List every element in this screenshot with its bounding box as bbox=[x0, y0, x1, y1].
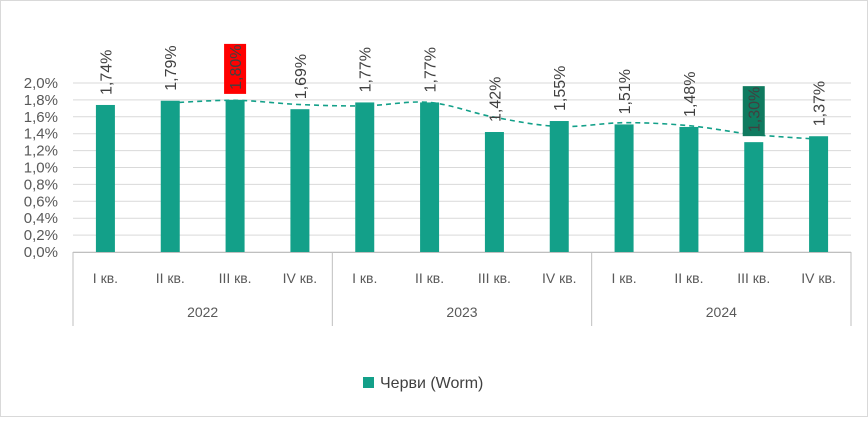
data-label: 1,48% bbox=[682, 72, 699, 117]
bar bbox=[614, 124, 634, 252]
x-tick-label: II кв. bbox=[156, 270, 185, 286]
x-axis: I кв. II кв. III кв. IV кв. I кв. II кв. III к… bbox=[72, 252, 852, 326]
y-tick-label: 1,0% bbox=[24, 160, 58, 177]
x-tick-label: III кв. bbox=[737, 270, 770, 286]
data-label-highlight bbox=[224, 43, 247, 94]
y-tick-label: 1,2% bbox=[24, 143, 58, 160]
data-label: 1,74% bbox=[98, 50, 115, 95]
y-axis: 0,0%0,2%0,4%0,6%0,8%1,0%1,2%1,4%1,6%1,8%… bbox=[24, 75, 58, 261]
data-label: 1,79% bbox=[163, 45, 180, 90]
y-tick-label: 0,6% bbox=[24, 193, 58, 210]
y-tick-label: 2,0% bbox=[24, 75, 58, 92]
bars bbox=[95, 99, 829, 253]
data-label-highlight bbox=[742, 86, 765, 137]
group-label: 2024 bbox=[706, 304, 737, 320]
x-tick-label: II кв. bbox=[674, 270, 703, 286]
trendline-path bbox=[170, 99, 819, 140]
data-label: 1,77% bbox=[358, 47, 375, 92]
group-label: 2022 bbox=[187, 304, 218, 320]
x-tick-label: IV кв. bbox=[283, 270, 318, 286]
y-tick-label: 0,0% bbox=[24, 244, 58, 261]
legend-swatch bbox=[363, 377, 374, 388]
bar bbox=[744, 142, 764, 252]
bar bbox=[679, 126, 699, 252]
bar bbox=[420, 102, 440, 252]
x-tick-label: III кв. bbox=[219, 270, 252, 286]
bar bbox=[355, 102, 375, 252]
data-label: 1,55% bbox=[552, 66, 569, 111]
data-label: 1,77% bbox=[423, 47, 440, 92]
y-tick-label: 0,4% bbox=[24, 210, 58, 227]
bar bbox=[484, 132, 504, 252]
bar bbox=[290, 109, 310, 252]
x-tick-label: II кв. bbox=[415, 270, 444, 286]
legend: Черви (Worm) bbox=[363, 375, 483, 392]
x-tick-label: III кв. bbox=[478, 270, 511, 286]
y-tick-label: 1,6% bbox=[24, 109, 58, 126]
legend-label: Черви (Worm) bbox=[380, 375, 483, 392]
trendline bbox=[170, 99, 819, 140]
y-tick-label: 1,4% bbox=[24, 126, 58, 143]
y-tick-label: 0,8% bbox=[24, 176, 58, 193]
x-tick-label: I кв. bbox=[352, 270, 377, 286]
y-tick-label: 1,8% bbox=[24, 92, 58, 109]
bar bbox=[809, 136, 829, 252]
data-label: 1,37% bbox=[812, 81, 829, 126]
y-tick-label: 0,2% bbox=[24, 227, 58, 244]
bar bbox=[160, 100, 180, 253]
x-tick-label: I кв. bbox=[93, 270, 118, 286]
bar bbox=[225, 99, 245, 253]
gridlines bbox=[73, 82, 851, 253]
bar bbox=[549, 121, 569, 253]
data-labels: 1,74% 1,79% 1,80% 1,69% 1,77% 1,77% 1,42% 1,55%… bbox=[98, 43, 829, 137]
x-tick-label: I кв. bbox=[611, 270, 636, 286]
data-label: 1,30% bbox=[747, 87, 764, 132]
data-label: 1,80% bbox=[228, 45, 245, 90]
data-label: 1,69% bbox=[293, 54, 310, 99]
group-label: 2023 bbox=[446, 304, 477, 320]
data-label: 1,51% bbox=[617, 69, 634, 114]
data-label: 1,42% bbox=[487, 77, 504, 122]
x-tick-label: IV кв. bbox=[801, 270, 836, 286]
bar bbox=[95, 104, 115, 252]
x-tick-label: IV кв. bbox=[542, 270, 577, 286]
